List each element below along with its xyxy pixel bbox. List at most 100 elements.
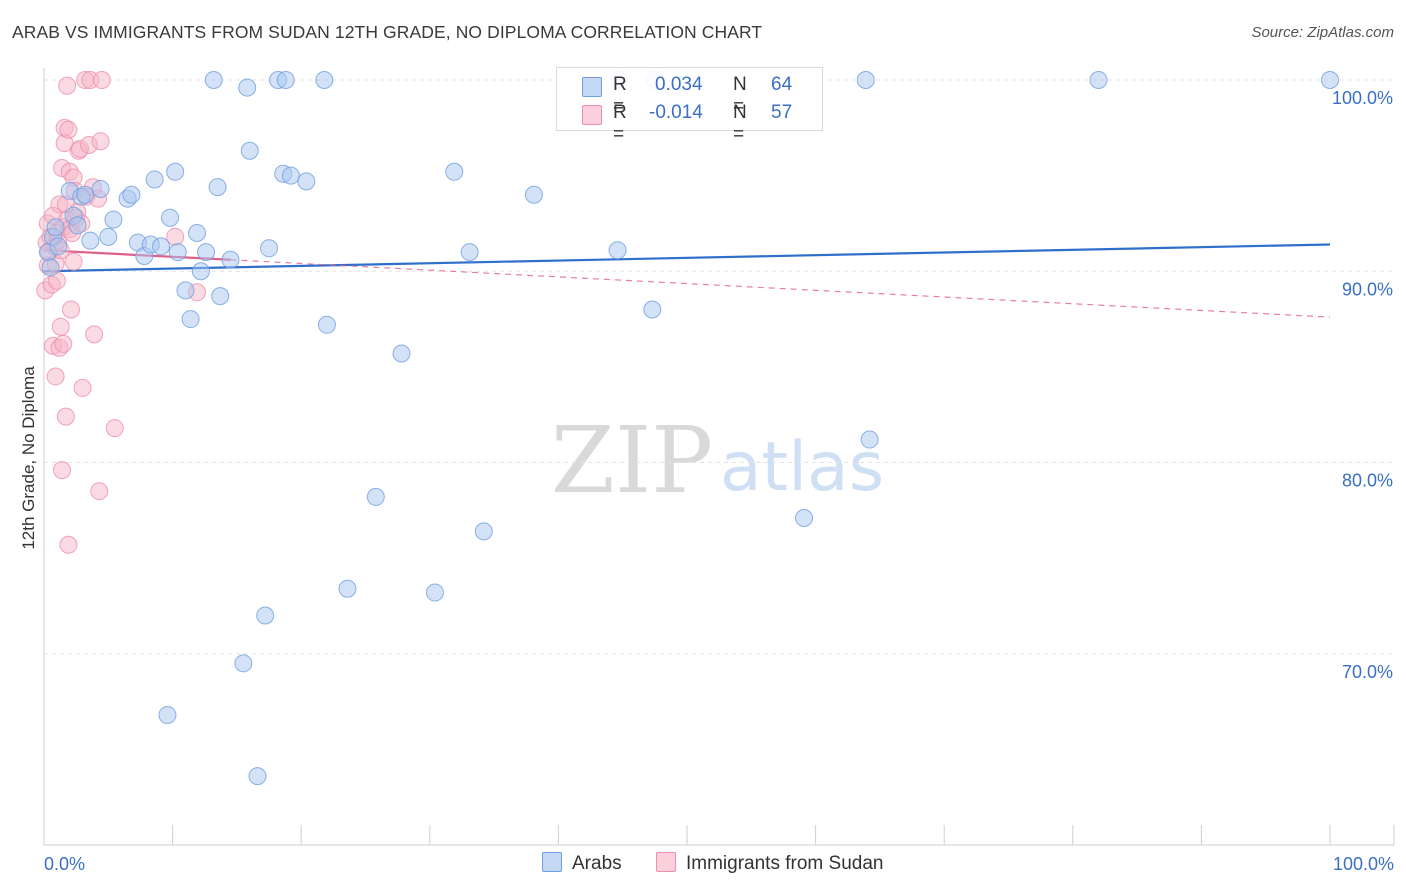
data-point-arabs <box>234 654 253 673</box>
y-tick-label: 80.0% <box>1342 471 1393 491</box>
data-point-sudan <box>62 300 81 319</box>
data-point-sudan <box>59 535 78 554</box>
data-point-arabs <box>76 185 95 204</box>
data-point-arabs <box>211 287 230 306</box>
y-tick-label: 90.0% <box>1342 279 1393 299</box>
data-point-arabs <box>122 185 141 204</box>
axes: 70.0% 80.0% 90.0% 100.0% <box>43 68 1395 846</box>
data-point-arabs <box>474 522 493 541</box>
data-point-arabs <box>608 241 627 260</box>
x-tick-label-min: 0.0% <box>44 854 85 874</box>
trend-line-0 <box>43 243 1331 273</box>
legend-n-label: N = <box>733 74 747 117</box>
legend-n-label: N = <box>733 102 747 145</box>
data-point-arabs <box>643 300 662 319</box>
data-point-arabs <box>99 227 118 246</box>
data-point-sudan <box>58 76 77 95</box>
data-point-arabs <box>46 218 65 237</box>
legend-r-label: R = <box>613 74 627 117</box>
data-point-arabs <box>1089 71 1108 89</box>
data-point-sudan <box>54 334 73 353</box>
legend-swatch-sudan <box>656 852 676 872</box>
legend-r-label: R = <box>613 102 627 145</box>
data-point-arabs <box>524 185 543 204</box>
legend-r-value: -0.014 <box>649 102 703 123</box>
data-point-arabs <box>445 162 464 181</box>
data-point-arabs <box>49 237 68 256</box>
correlation-legend: R = 0.034 N = 64 R = -0.014 N = 57 <box>556 67 823 145</box>
data-point-sudan <box>91 132 110 151</box>
data-point-sudan <box>59 120 78 139</box>
data-point-arabs <box>197 243 216 262</box>
data-point-sudan <box>105 419 124 438</box>
data-point-arabs <box>152 237 171 256</box>
data-point-arabs <box>161 208 180 227</box>
chart-source: Source: ZipAtlas.com <box>1251 24 1394 41</box>
data-point-arabs <box>181 310 200 329</box>
legend-label-arabs: Arabs <box>572 853 622 874</box>
data-point-arabs <box>1321 71 1339 89</box>
data-point-sudan <box>85 325 104 344</box>
data-point-sudan <box>56 407 75 426</box>
data-point-arabs <box>191 262 210 281</box>
legend-swatch-arabs <box>582 77 602 97</box>
watermark-zip: ZIP <box>551 407 713 514</box>
data-point-arabs <box>68 216 87 235</box>
data-point-sudan <box>90 482 109 501</box>
data-point-arabs <box>238 78 257 97</box>
data-point-arabs <box>81 231 100 250</box>
data-point-arabs <box>168 243 187 262</box>
data-point-arabs <box>104 210 123 229</box>
data-point-arabs <box>860 430 879 449</box>
data-point-arabs <box>166 162 185 181</box>
data-point-sudan <box>53 461 72 480</box>
data-point-arabs <box>188 224 207 242</box>
data-point-arabs <box>176 281 195 300</box>
data-point-arabs <box>41 258 60 277</box>
y-tick-label: 70.0% <box>1342 662 1393 682</box>
data-point-arabs <box>260 239 279 258</box>
data-point-arabs <box>204 71 223 89</box>
trend-line-extended-1 <box>230 259 1331 318</box>
watermark-atlas: atlas <box>720 428 884 507</box>
data-point-arabs <box>315 71 334 89</box>
data-point-arabs <box>366 487 385 506</box>
data-point-arabs <box>256 606 275 625</box>
data-point-arabs <box>145 170 164 189</box>
data-point-arabs <box>221 250 240 269</box>
data-point-arabs <box>338 579 357 598</box>
legend-n-value: 57 <box>771 102 793 123</box>
legend-r-value: 0.034 <box>655 74 703 95</box>
data-point-arabs <box>392 344 411 363</box>
data-point-arabs <box>795 508 814 527</box>
data-point-arabs <box>158 705 177 724</box>
legend-swatch-sudan <box>582 105 602 125</box>
legend-label-sudan: Immigrants from Sudan <box>686 853 884 874</box>
legend-swatch-arabs <box>542 852 562 872</box>
y-axis-label: 12th Grade, No Diploma <box>19 366 38 550</box>
data-point-arabs <box>460 243 479 262</box>
data-point-arabs <box>240 141 259 160</box>
data-point-arabs <box>317 315 336 334</box>
y-tick-label: 100.0% <box>1332 88 1393 108</box>
data-points <box>36 71 1339 786</box>
watermark: ZIP atlas <box>551 407 884 514</box>
data-point-sudan <box>51 317 70 336</box>
data-point-sudan <box>64 252 83 271</box>
data-point-arabs <box>276 71 295 89</box>
data-point-arabs <box>425 583 444 602</box>
data-point-sudan <box>92 71 111 89</box>
data-point-sudan <box>73 378 92 397</box>
legend-n-value: 64 <box>771 74 793 95</box>
legend-item-sudan: Immigrants from Sudan <box>656 852 883 875</box>
data-point-arabs <box>91 180 110 199</box>
legend-item-arabs: Arabs <box>542 852 622 875</box>
data-point-arabs <box>281 166 300 185</box>
data-point-arabs <box>248 767 267 786</box>
data-point-arabs <box>208 178 227 197</box>
data-point-arabs <box>297 172 316 191</box>
chart-title: ARAB VS IMMIGRANTS FROM SUDAN 12TH GRADE… <box>12 22 763 42</box>
grid <box>44 79 1394 655</box>
x-tick-label-max: 100.0% <box>1333 854 1394 874</box>
